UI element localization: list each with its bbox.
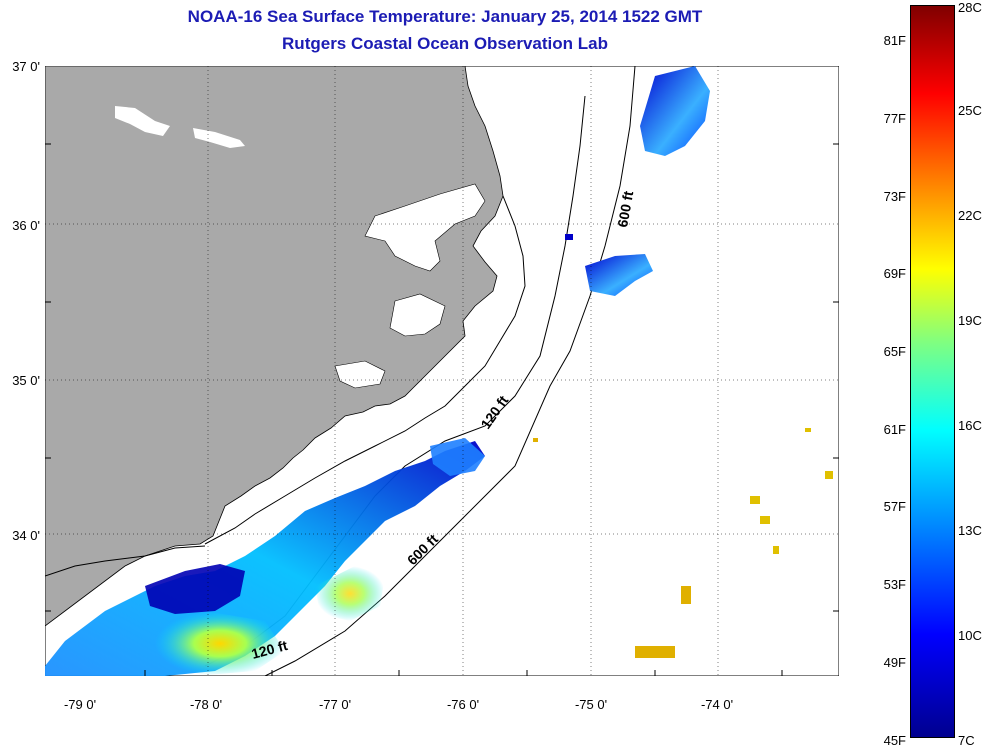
cb-c-19: 19C: [958, 313, 982, 328]
lon-label-78: -78 0': [189, 697, 223, 712]
lat-label-35: 35 0': [12, 373, 40, 388]
contour-label-600-north: 600 ft: [614, 189, 636, 228]
contour-600ft: [264, 66, 636, 676]
cb-c-28: 28C: [958, 0, 982, 15]
cb-f-49: 49F: [883, 655, 906, 670]
sst-dark-cold: [145, 564, 245, 614]
sst-map: 600 ft 120 ft 600 ft 120 ft: [45, 66, 839, 676]
cb-c-25: 25C: [958, 103, 982, 118]
lon-label-75: -75 0': [574, 697, 608, 712]
lat-label-34: 34 0': [12, 528, 40, 543]
cb-f-73: 73F: [883, 189, 906, 204]
cb-f-53: 53F: [883, 577, 906, 592]
lon-label-79: -79 0': [63, 697, 97, 712]
cb-f-61: 61F: [883, 422, 906, 437]
cb-f-77: 77F: [883, 111, 906, 126]
map-title: NOAA-16 Sea Surface Temperature: January…: [187, 7, 703, 26]
cb-c-13: 13C: [958, 523, 982, 538]
land-mass: [45, 66, 504, 627]
lat-label-36: 36 0': [12, 218, 40, 233]
map-subtitle: Rutgers Coastal Ocean Observation Lab: [282, 34, 608, 53]
cb-c-22: 22C: [958, 208, 982, 223]
cb-f-57: 57F: [883, 499, 906, 514]
lat-label-37: 37 0': [12, 59, 40, 74]
cb-f-45: 45F: [883, 733, 906, 748]
sst-nearshore-band: [45, 441, 485, 676]
cb-c-7: 7C: [958, 733, 975, 748]
lon-label-77: -77 0': [318, 697, 352, 712]
cb-c-10: 10C: [958, 628, 982, 643]
sst-warm-core: [155, 611, 285, 676]
lon-label-74: -74 0': [700, 697, 734, 712]
cb-f-81: 81F: [883, 33, 906, 48]
cb-c-16: 16C: [958, 418, 982, 433]
lon-label-76: -76 0': [446, 697, 480, 712]
cb-f-65: 65F: [883, 344, 906, 359]
cb-f-69: 69F: [883, 266, 906, 281]
temperature-colorbar: [910, 5, 955, 738]
sst-offshore-north: [640, 66, 710, 156]
